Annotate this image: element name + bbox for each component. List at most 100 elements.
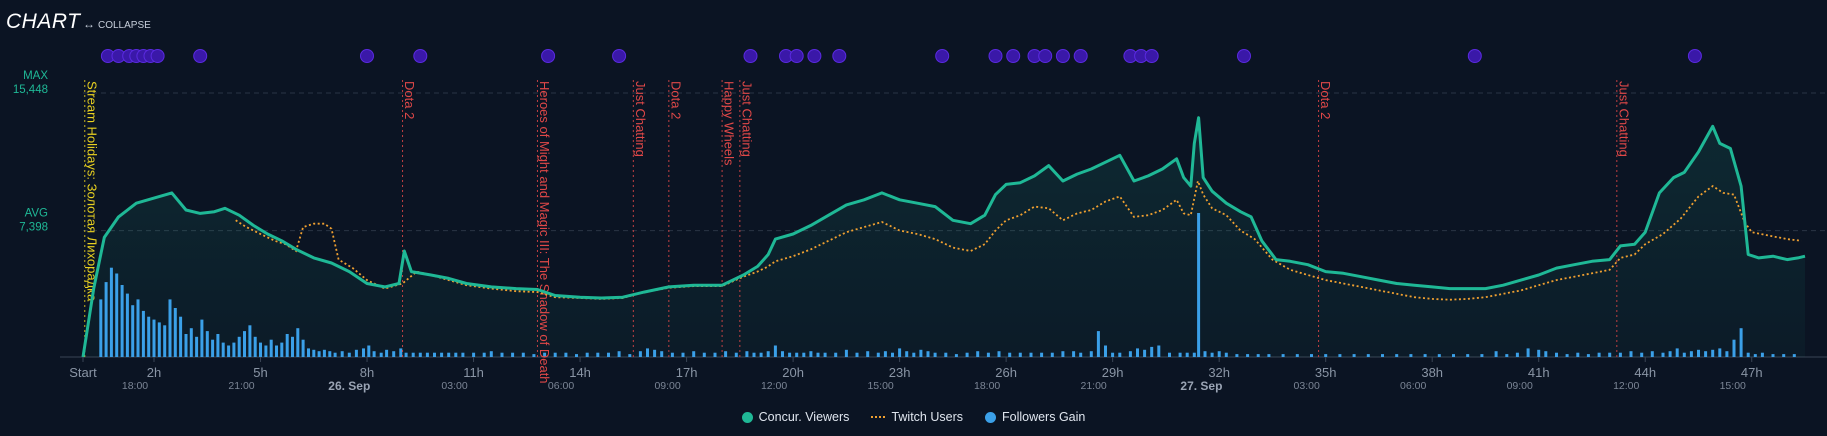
followers-bar xyxy=(333,352,337,357)
collapse-button[interactable]: ↔ COLLAPSE xyxy=(83,17,151,31)
event-marker xyxy=(935,49,950,63)
followers-bar xyxy=(724,351,728,357)
followers-bar xyxy=(1725,351,1729,357)
event-marker xyxy=(413,49,428,63)
viewers-line xyxy=(81,116,1806,358)
event-marker xyxy=(193,49,208,63)
followers-bar xyxy=(131,305,135,357)
followers-bar xyxy=(809,351,813,357)
x-date-label: 26. Sep xyxy=(328,379,370,393)
followers-bar xyxy=(646,348,649,357)
followers-bar xyxy=(638,351,642,357)
followers-bar xyxy=(1668,351,1672,357)
legend-twitch-users[interactable]: Twitch Users xyxy=(871,410,963,424)
x-tick-time: 03:00 xyxy=(1294,380,1320,392)
followers-bar xyxy=(876,352,880,357)
x-tick-label: 11h xyxy=(463,365,484,380)
followers-bar xyxy=(1711,349,1715,357)
x-tick-label: 38h xyxy=(1421,365,1443,380)
x-tick-time: 09:00 xyxy=(654,380,680,392)
x-tick-time: 12:00 xyxy=(761,380,787,392)
chart-title: CHART xyxy=(6,10,81,33)
followers-bar xyxy=(120,285,124,357)
x-tick-time: 03:00 xyxy=(441,380,467,392)
followers-bar xyxy=(104,282,108,357)
followers-bar xyxy=(141,310,145,357)
followers-bar xyxy=(125,293,129,357)
followers-bar xyxy=(362,348,365,357)
followers-bar xyxy=(944,352,948,357)
event-marker xyxy=(1073,49,1088,63)
event-marker xyxy=(1055,49,1070,63)
followers-bar xyxy=(347,352,351,357)
followers-bar xyxy=(1295,354,1299,357)
followers-bar xyxy=(1072,351,1076,357)
followers-bar xyxy=(482,352,486,357)
followers-bar xyxy=(411,352,415,357)
x-tick-label: 20h xyxy=(782,365,804,380)
followers-bar xyxy=(660,351,664,357)
followers-bar xyxy=(454,352,458,357)
followers-bar xyxy=(489,351,493,357)
followers-bar xyxy=(1409,354,1413,357)
x-tick-label: 26h xyxy=(995,365,1017,380)
followers-bar xyxy=(596,352,600,357)
followers-bar xyxy=(243,331,246,357)
followers-bar xyxy=(844,349,848,357)
followers-bar xyxy=(834,352,838,357)
followers-bar xyxy=(1089,351,1093,357)
x-tick-time: 15:00 xyxy=(1720,380,1746,392)
x-tick-time: 06:00 xyxy=(1400,380,1426,392)
followers-bar xyxy=(1650,351,1654,357)
followers-bar xyxy=(1018,352,1022,357)
followers-bar xyxy=(1310,354,1313,357)
followers-bar xyxy=(418,352,422,357)
followers-bar xyxy=(1128,351,1132,357)
followers-bar xyxy=(816,352,820,357)
followers-bar xyxy=(997,351,1001,357)
followers-bar xyxy=(1586,354,1590,357)
x-tick-label: 5h xyxy=(253,365,267,380)
event-marker xyxy=(1237,49,1251,63)
followers-bar xyxy=(211,339,215,357)
x-tick-time: 18:00 xyxy=(122,380,148,392)
followers-bar xyxy=(692,351,696,357)
followers-bar xyxy=(404,352,408,357)
followers-bar xyxy=(745,351,749,357)
legend-concur-viewers[interactable]: Concur. Viewers xyxy=(741,410,849,424)
followers-bar xyxy=(1675,348,1679,357)
x-tick-label: 29h xyxy=(1102,365,1124,380)
followers-bar xyxy=(425,352,429,357)
followers-bar xyxy=(189,328,193,357)
x-tick-label: 47h xyxy=(1741,365,1763,380)
followers-bar xyxy=(322,349,326,357)
followers-bar xyxy=(1565,354,1569,357)
followers-bar xyxy=(543,352,547,357)
followers-bar xyxy=(152,319,156,357)
followers-bar xyxy=(905,351,909,357)
followers-bar xyxy=(354,349,358,357)
followers-bar xyxy=(168,299,172,357)
event-marker xyxy=(1687,49,1702,63)
followers-bar xyxy=(340,351,344,357)
followers-bar xyxy=(109,267,113,357)
event-marker xyxy=(1467,49,1482,63)
followers-bar xyxy=(607,352,610,357)
followers-bar xyxy=(1466,354,1470,357)
followers-bar xyxy=(933,352,937,357)
followers-bar xyxy=(713,352,717,357)
followers-bar xyxy=(1118,352,1122,357)
followers-bar xyxy=(766,351,770,357)
followers-bar xyxy=(1040,352,1044,357)
followers-bar xyxy=(670,352,674,357)
legend-followers-gain[interactable]: Followers Gain xyxy=(984,410,1085,424)
followers-bar xyxy=(1150,346,1154,357)
x-tick-label: 41h xyxy=(1528,365,1550,380)
followers-bar xyxy=(1267,354,1271,357)
followers-bar xyxy=(1697,349,1700,357)
followers-bar xyxy=(1452,354,1455,357)
viewers-area xyxy=(83,117,1805,357)
followers-bar xyxy=(392,351,396,357)
followers-bar xyxy=(1494,351,1498,357)
collapse-label: COLLAPSE xyxy=(98,20,151,31)
